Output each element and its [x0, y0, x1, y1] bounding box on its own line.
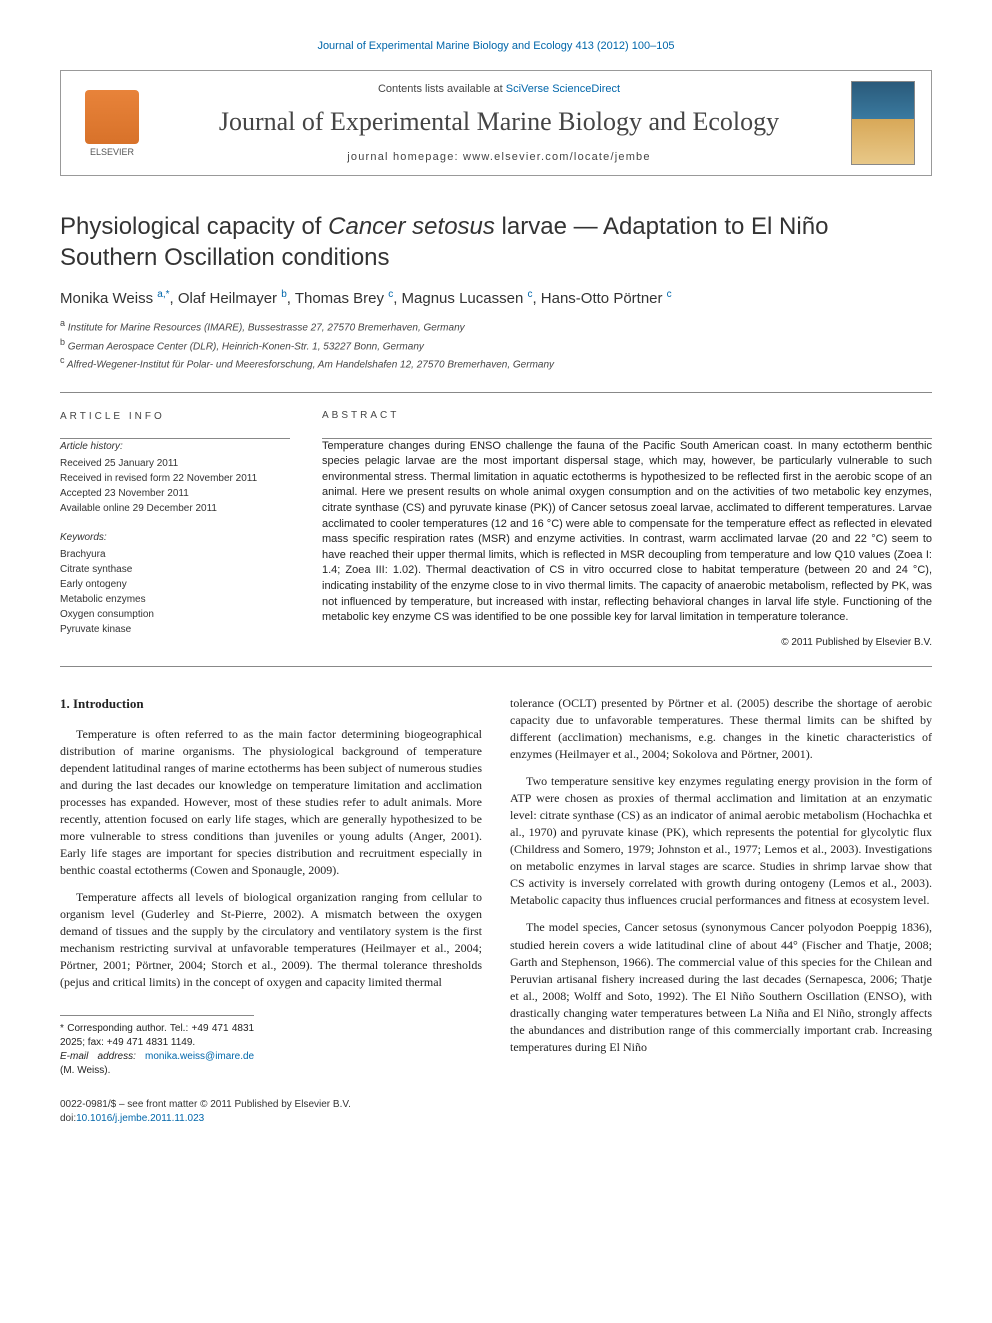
para-3: tolerance (OCLT) presented by Pörtner et… [510, 695, 932, 763]
footer-doi: doi:10.1016/j.jembe.2011.11.023 [60, 1112, 932, 1126]
abstract-text: Temperature changes during ENSO challeng… [322, 439, 932, 626]
article-title: Physiological capacity of Cancer setosus… [60, 212, 932, 273]
elsevier-logo: ELSEVIER [77, 84, 147, 162]
header-center: Contents lists available at SciVerse Sci… [147, 83, 851, 163]
keyword: Pyruvate kinase [60, 622, 290, 637]
right-column: tolerance (OCLT) presented by Pörtner et… [510, 695, 932, 1078]
elsevier-tree-icon [85, 90, 139, 144]
email-line: E-mail address: monika.weiss@imare.de (M… [60, 1050, 254, 1078]
journal-header: ELSEVIER Contents lists available at Sci… [60, 70, 932, 176]
author-list: Monika Weiss a,*, Olaf Heilmayer b, Thom… [60, 289, 932, 307]
email-suffix: (M. Weiss). [60, 1065, 110, 1076]
sciencedirect-link[interactable]: SciVerse ScienceDirect [506, 83, 620, 95]
article-info-label: ARTICLE INFO [60, 409, 290, 424]
keyword: Early ontogeny [60, 577, 290, 592]
title-species: Cancer setosus [328, 213, 495, 240]
history-label: Article history: [60, 439, 290, 454]
email-label: E-mail address: [60, 1051, 145, 1062]
contents-line: Contents lists available at SciVerse Sci… [163, 83, 835, 95]
article-info-column: ARTICLE INFO Article history: Received 2… [60, 409, 290, 650]
history-online: Available online 29 December 2011 [60, 501, 290, 516]
abstract-column: ABSTRACT Temperature changes during ENSO… [322, 409, 932, 650]
footnotes: * Corresponding author. Tel.: +49 471 48… [60, 1015, 254, 1078]
title-part1: Physiological capacity of [60, 213, 328, 240]
contents-prefix: Contents lists available at [378, 83, 506, 95]
journal-name: Journal of Experimental Marine Biology a… [163, 107, 835, 137]
footer: 0022-0981/$ – see front matter © 2011 Pu… [60, 1098, 932, 1126]
keyword: Brachyura [60, 547, 290, 562]
journal-homepage: journal homepage: www.elsevier.com/locat… [163, 151, 835, 163]
keywords-label: Keywords: [60, 530, 290, 545]
para-1: Temperature is often referred to as the … [60, 726, 482, 879]
keyword: Oxygen consumption [60, 607, 290, 622]
journal-citation-link[interactable]: Journal of Experimental Marine Biology a… [60, 40, 932, 52]
elsevier-label: ELSEVIER [90, 147, 134, 157]
email-link[interactable]: monika.weiss@imare.de [145, 1051, 254, 1062]
history-accepted: Accepted 23 November 2011 [60, 486, 290, 501]
affiliation-c: c Alfred-Wegener-Institut für Polar- und… [60, 354, 932, 372]
left-column: 1. Introduction Temperature is often ref… [60, 695, 482, 1078]
para-2: Temperature affects all levels of biolog… [60, 889, 482, 991]
history-revised: Received in revised form 22 November 201… [60, 471, 290, 486]
affiliations: a Institute for Marine Resources (IMARE)… [60, 317, 932, 372]
history-received: Received 25 January 2011 [60, 456, 290, 471]
para-4: Two temperature sensitive key enzymes re… [510, 773, 932, 909]
para-5: The model species, Cancer setosus (synon… [510, 919, 932, 1055]
journal-cover-thumb [851, 81, 915, 165]
affiliation-a: a Institute for Marine Resources (IMARE)… [60, 317, 932, 335]
body-rule [60, 666, 932, 667]
copyright: © 2011 Published by Elsevier B.V. [322, 636, 932, 650]
doi-link[interactable]: 10.1016/j.jembe.2011.11.023 [76, 1113, 204, 1124]
intro-heading: 1. Introduction [60, 695, 482, 713]
keyword: Metabolic enzymes [60, 592, 290, 607]
abstract-label: ABSTRACT [322, 409, 932, 423]
corresponding-author: * Corresponding author. Tel.: +49 471 48… [60, 1022, 254, 1050]
affiliation-b: b German Aerospace Center (DLR), Heinric… [60, 336, 932, 354]
footer-issn: 0022-0981/$ – see front matter © 2011 Pu… [60, 1098, 932, 1112]
keyword: Citrate synthase [60, 562, 290, 577]
